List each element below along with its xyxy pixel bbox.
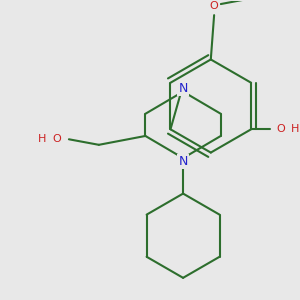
Text: H: H [38, 134, 46, 144]
Text: H: H [291, 124, 300, 134]
Text: O: O [52, 134, 61, 144]
Text: O: O [277, 124, 285, 134]
Text: O: O [210, 1, 218, 11]
Text: N: N [178, 82, 188, 95]
Text: N: N [178, 155, 188, 168]
